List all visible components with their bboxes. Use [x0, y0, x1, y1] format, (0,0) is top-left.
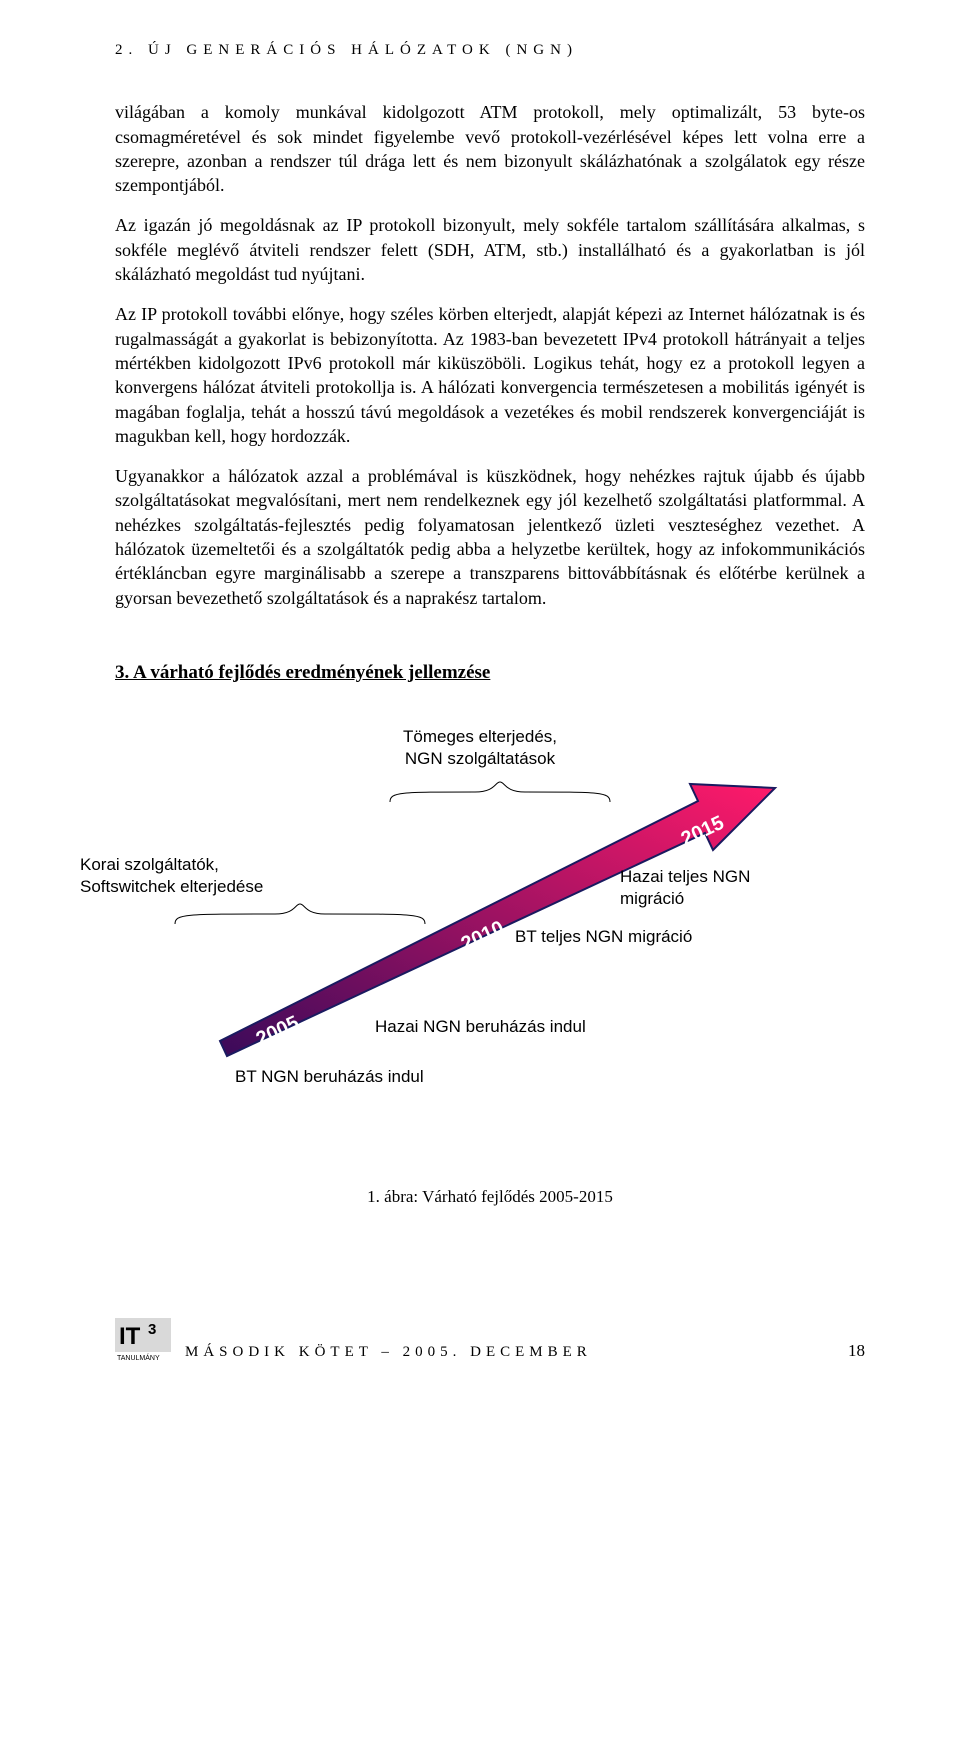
label-left: Korai szolgáltatók, Softswitchek elterje…: [80, 854, 263, 900]
svg-text:2015: 2015: [678, 811, 728, 850]
svg-text:IT: IT: [119, 1323, 141, 1350]
chapter-header: 2. ÚJ GENERÁCIÓS HÁLÓZATOK (NGN): [115, 40, 865, 60]
page-footer: IT 3 TANULMÁNY MÁSODIK KÖTET – 2005. DEC…: [115, 1318, 865, 1362]
timeline-diagram: 2005 2010 2015 Tömeges elterjedés, NGN s…: [115, 726, 865, 1146]
figure-caption: 1. ábra: Várható fejlődés 2005-2015: [115, 1186, 865, 1209]
label-lower-left: BT NGN beruházás indul: [235, 1066, 424, 1089]
body-paragraph-2: Az igazán jó megoldásnak az IP protokoll…: [115, 213, 865, 286]
body-paragraph-4: Ugyanakkor a hálózatok azzal a problémáv…: [115, 464, 865, 610]
section-title: 3. A várható fejlődés eredményének jelle…: [115, 660, 865, 686]
footer-text: MÁSODIK KÖTET – 2005. DECEMBER: [185, 1342, 592, 1362]
svg-text:TANULMÁNY: TANULMÁNY: [117, 1353, 160, 1362]
label-mid-below: BT teljes NGN migráció: [515, 926, 692, 949]
label-top: Tömeges elterjedés, NGN szolgáltatások: [360, 726, 600, 772]
svg-text:2005: 2005: [253, 1011, 303, 1050]
logo-it3-icon: IT 3 TANULMÁNY: [115, 1318, 171, 1362]
svg-text:3: 3: [148, 1321, 156, 1338]
svg-text:2010: 2010: [458, 916, 508, 955]
label-right: Hazai teljes NGN migráció: [620, 866, 750, 912]
body-paragraph-3: Az IP protokoll további előnye, hogy szé…: [115, 302, 865, 448]
page-number: 18: [848, 1340, 865, 1363]
label-lower-mid: Hazai NGN beruházás indul: [375, 1016, 586, 1039]
body-paragraph-1: világában a komoly munkával kidolgozott …: [115, 100, 865, 197]
